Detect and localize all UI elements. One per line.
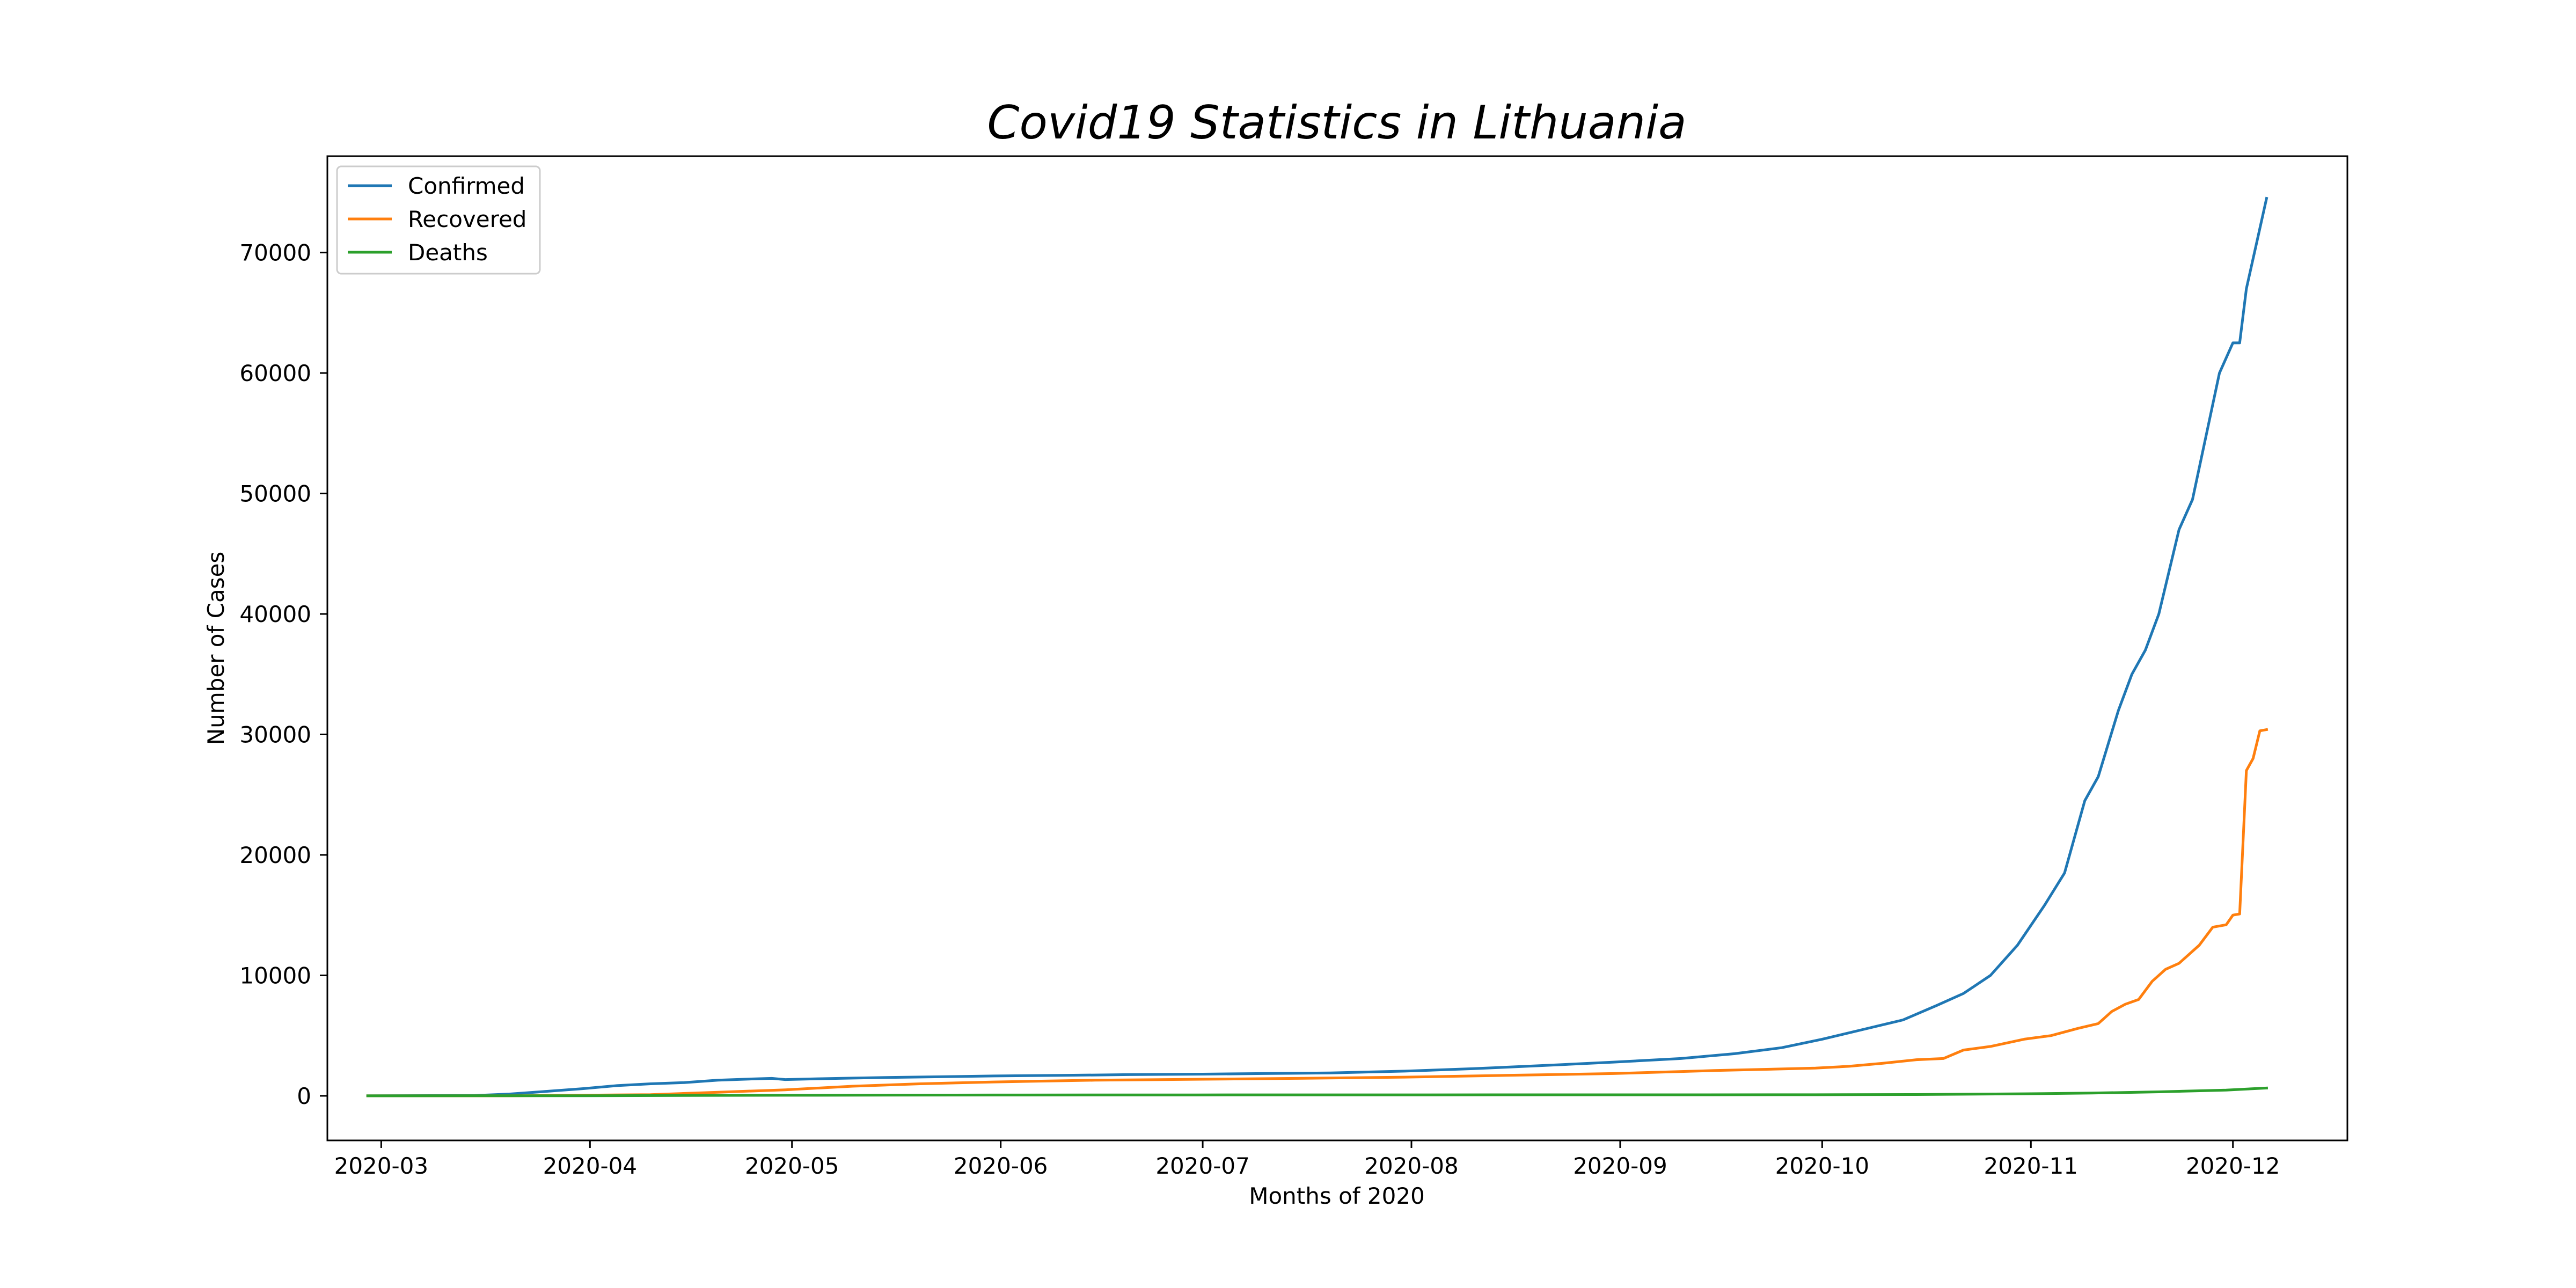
y-axis: 0 10000 20000 30000 40000 50000 60000 70000: [239, 240, 327, 1109]
y-tick-label: 0: [297, 1083, 311, 1109]
y-tick-label: 30000: [239, 722, 311, 748]
y-axis-label: Number of Cases: [203, 552, 229, 745]
x-tick-label: 2020-09: [1573, 1153, 1667, 1179]
y-tick-label: 40000: [239, 601, 311, 627]
legend-label-deaths: Deaths: [408, 239, 488, 266]
y-tick-label: 20000: [239, 842, 311, 868]
y-tick-label: 10000: [239, 962, 311, 989]
series-lines: [366, 196, 2268, 1097]
y-tick-label: 60000: [239, 360, 311, 386]
legend-label-recovered: Recovered: [408, 206, 526, 232]
legend-box: [336, 165, 541, 275]
x-tick-label: 2020-03: [334, 1153, 429, 1179]
series-line-deaths: [366, 1086, 2268, 1097]
y-tick-label: 50000: [239, 481, 311, 507]
x-tick-label: 2020-12: [2186, 1153, 2280, 1179]
series-line-recovered: [366, 728, 2268, 1097]
x-axis: 2020-03 2020-04 2020-05 2020-06 2020-07 2020-…: [334, 1140, 2280, 1179]
series-line-confirmed: [366, 196, 2268, 1097]
x-tick-label: 2020-08: [1364, 1153, 1459, 1179]
x-axis-label: Months of 2020: [1249, 1183, 1425, 1209]
legend-label-confirmed: Confirmed: [408, 173, 525, 199]
x-tick-label: 2020-10: [1775, 1153, 1870, 1179]
x-tick-label: 2020-07: [1155, 1153, 1250, 1179]
legend: Confirmed Recovered Deaths: [336, 165, 541, 275]
x-tick-label: 2020-06: [954, 1153, 1048, 1179]
axes-frame: [326, 155, 2348, 1141]
x-tick-label: 2020-05: [745, 1153, 839, 1179]
y-tick-label: 70000: [239, 240, 311, 266]
plot-area: 2020-03 2020-04 2020-05 2020-06 2020-07 2020-…: [239, 155, 2348, 1179]
x-tick-label: 2020-11: [1984, 1153, 2079, 1179]
chart-title: Covid19 Statistics in Lithuania: [987, 96, 1686, 150]
x-tick-label: 2020-04: [543, 1153, 638, 1179]
